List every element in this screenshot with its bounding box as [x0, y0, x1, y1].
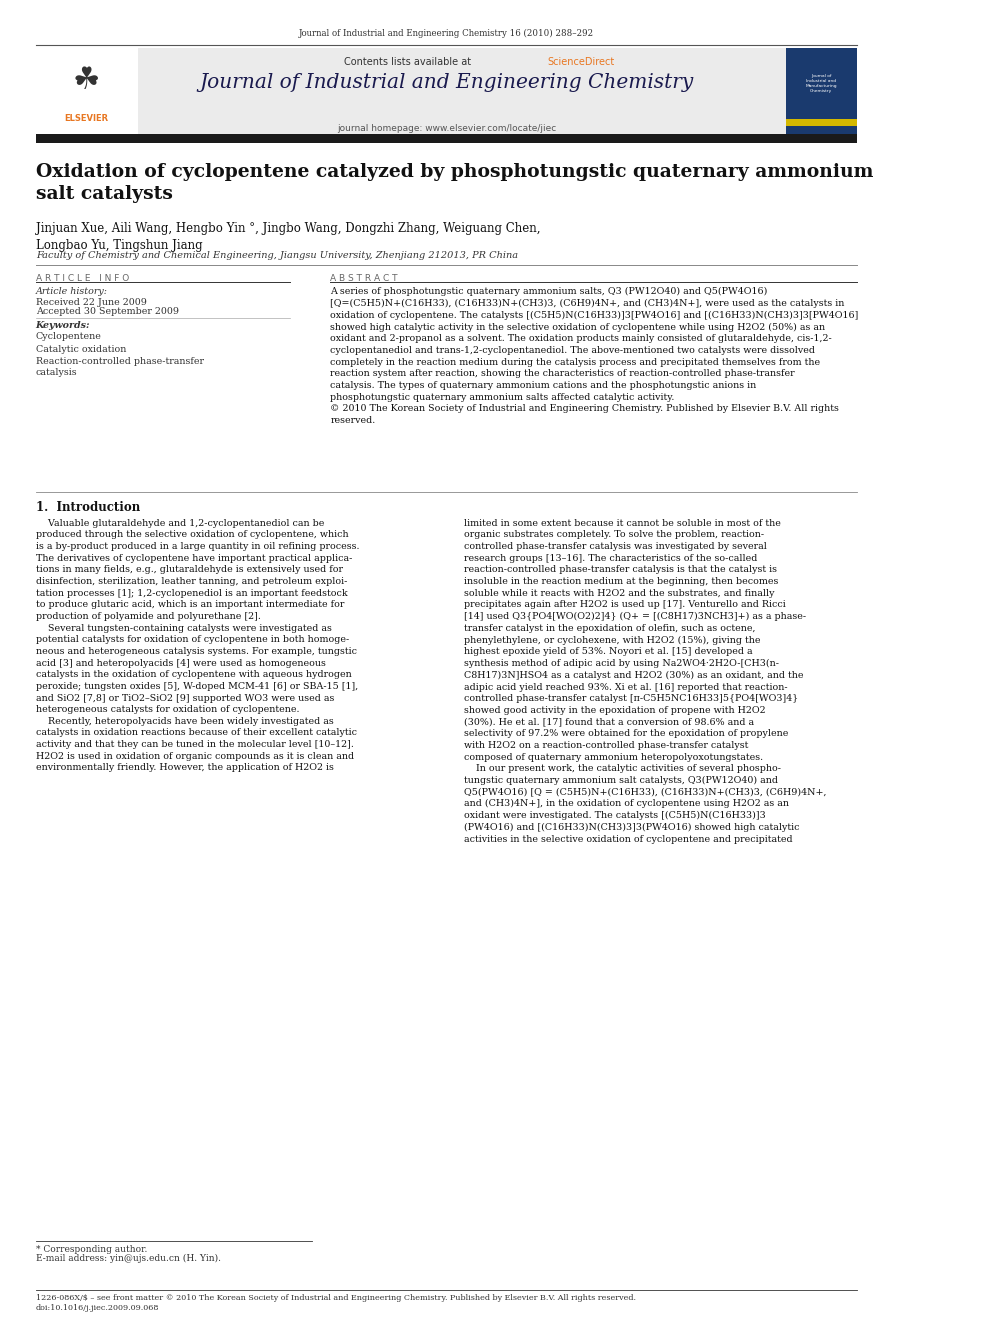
Text: Jinjuan Xue, Aili Wang, Hengbo Yin °, Jingbo Wang, Dongzhi Zhang, Weiguang Chen,: Jinjuan Xue, Aili Wang, Hengbo Yin °, Ji…: [36, 222, 541, 253]
Text: 1.  Introduction: 1. Introduction: [36, 501, 140, 515]
Text: ELSEVIER: ELSEVIER: [64, 114, 109, 123]
Text: Valuable glutaraldehyde and 1,2-cyclopentanediol can be
produced through the sel: Valuable glutaraldehyde and 1,2-cyclopen…: [36, 519, 359, 773]
Text: Reaction-controlled phase-transfer
catalysis: Reaction-controlled phase-transfer catal…: [36, 357, 203, 377]
Text: Faculty of Chemistry and Chemical Engineering, Jiangsu University, Zhenjiang 212: Faculty of Chemistry and Chemical Engine…: [36, 251, 518, 261]
Bar: [786, 48, 857, 135]
Text: Catalytic oxidation: Catalytic oxidation: [36, 344, 126, 353]
Text: Journal of Industrial and Engineering Chemistry 16 (2010) 288–292: Journal of Industrial and Engineering Ch…: [299, 29, 594, 38]
Text: A series of phosphotungstic quaternary ammonium salts, Q3 (PW12O40) and Q5(PW4O1: A series of phosphotungstic quaternary a…: [330, 287, 859, 425]
Text: 1226-086X/$ – see front matter © 2010 The Korean Society of Industrial and Engin: 1226-086X/$ – see front matter © 2010 Th…: [36, 1294, 636, 1312]
Text: A R T I C L E   I N F O: A R T I C L E I N F O: [36, 274, 129, 283]
Text: journal homepage: www.elsevier.com/locate/jiec: journal homepage: www.elsevier.com/locat…: [336, 124, 556, 134]
Text: E-mail address: yin@ujs.edu.cn (H. Yin).: E-mail address: yin@ujs.edu.cn (H. Yin).: [36, 1254, 220, 1263]
Text: ScienceDirect: ScienceDirect: [548, 57, 614, 67]
Text: * Corresponding author.: * Corresponding author.: [36, 1245, 147, 1254]
Bar: [36, 134, 857, 143]
Text: Journal of Industrial and Engineering Chemistry: Journal of Industrial and Engineering Ch…: [199, 73, 693, 91]
Text: Contents lists available at: Contents lists available at: [343, 57, 474, 67]
Text: Article history:: Article history:: [36, 287, 108, 296]
Text: Received 22 June 2009: Received 22 June 2009: [36, 298, 147, 307]
Bar: [786, 119, 857, 126]
Text: ☘: ☘: [72, 66, 100, 95]
Text: A B S T R A C T: A B S T R A C T: [330, 274, 398, 283]
Text: Accepted 30 September 2009: Accepted 30 September 2009: [36, 307, 179, 316]
Bar: [36, 48, 786, 135]
Text: Cyclopentene: Cyclopentene: [36, 332, 101, 341]
Text: limited in some extent because it cannot be soluble in most of the
organic subst: limited in some extent because it cannot…: [464, 519, 826, 844]
Text: Journal of
Industrial and
Manufacturing
Chemistry: Journal of Industrial and Manufacturing …: [806, 74, 837, 93]
Bar: [36, 48, 138, 135]
Text: Keywords:: Keywords:: [36, 321, 90, 331]
Text: Oxidation of cyclopentene catalyzed by phosphotungstic quaternary ammonium
salt : Oxidation of cyclopentene catalyzed by p…: [36, 163, 873, 202]
